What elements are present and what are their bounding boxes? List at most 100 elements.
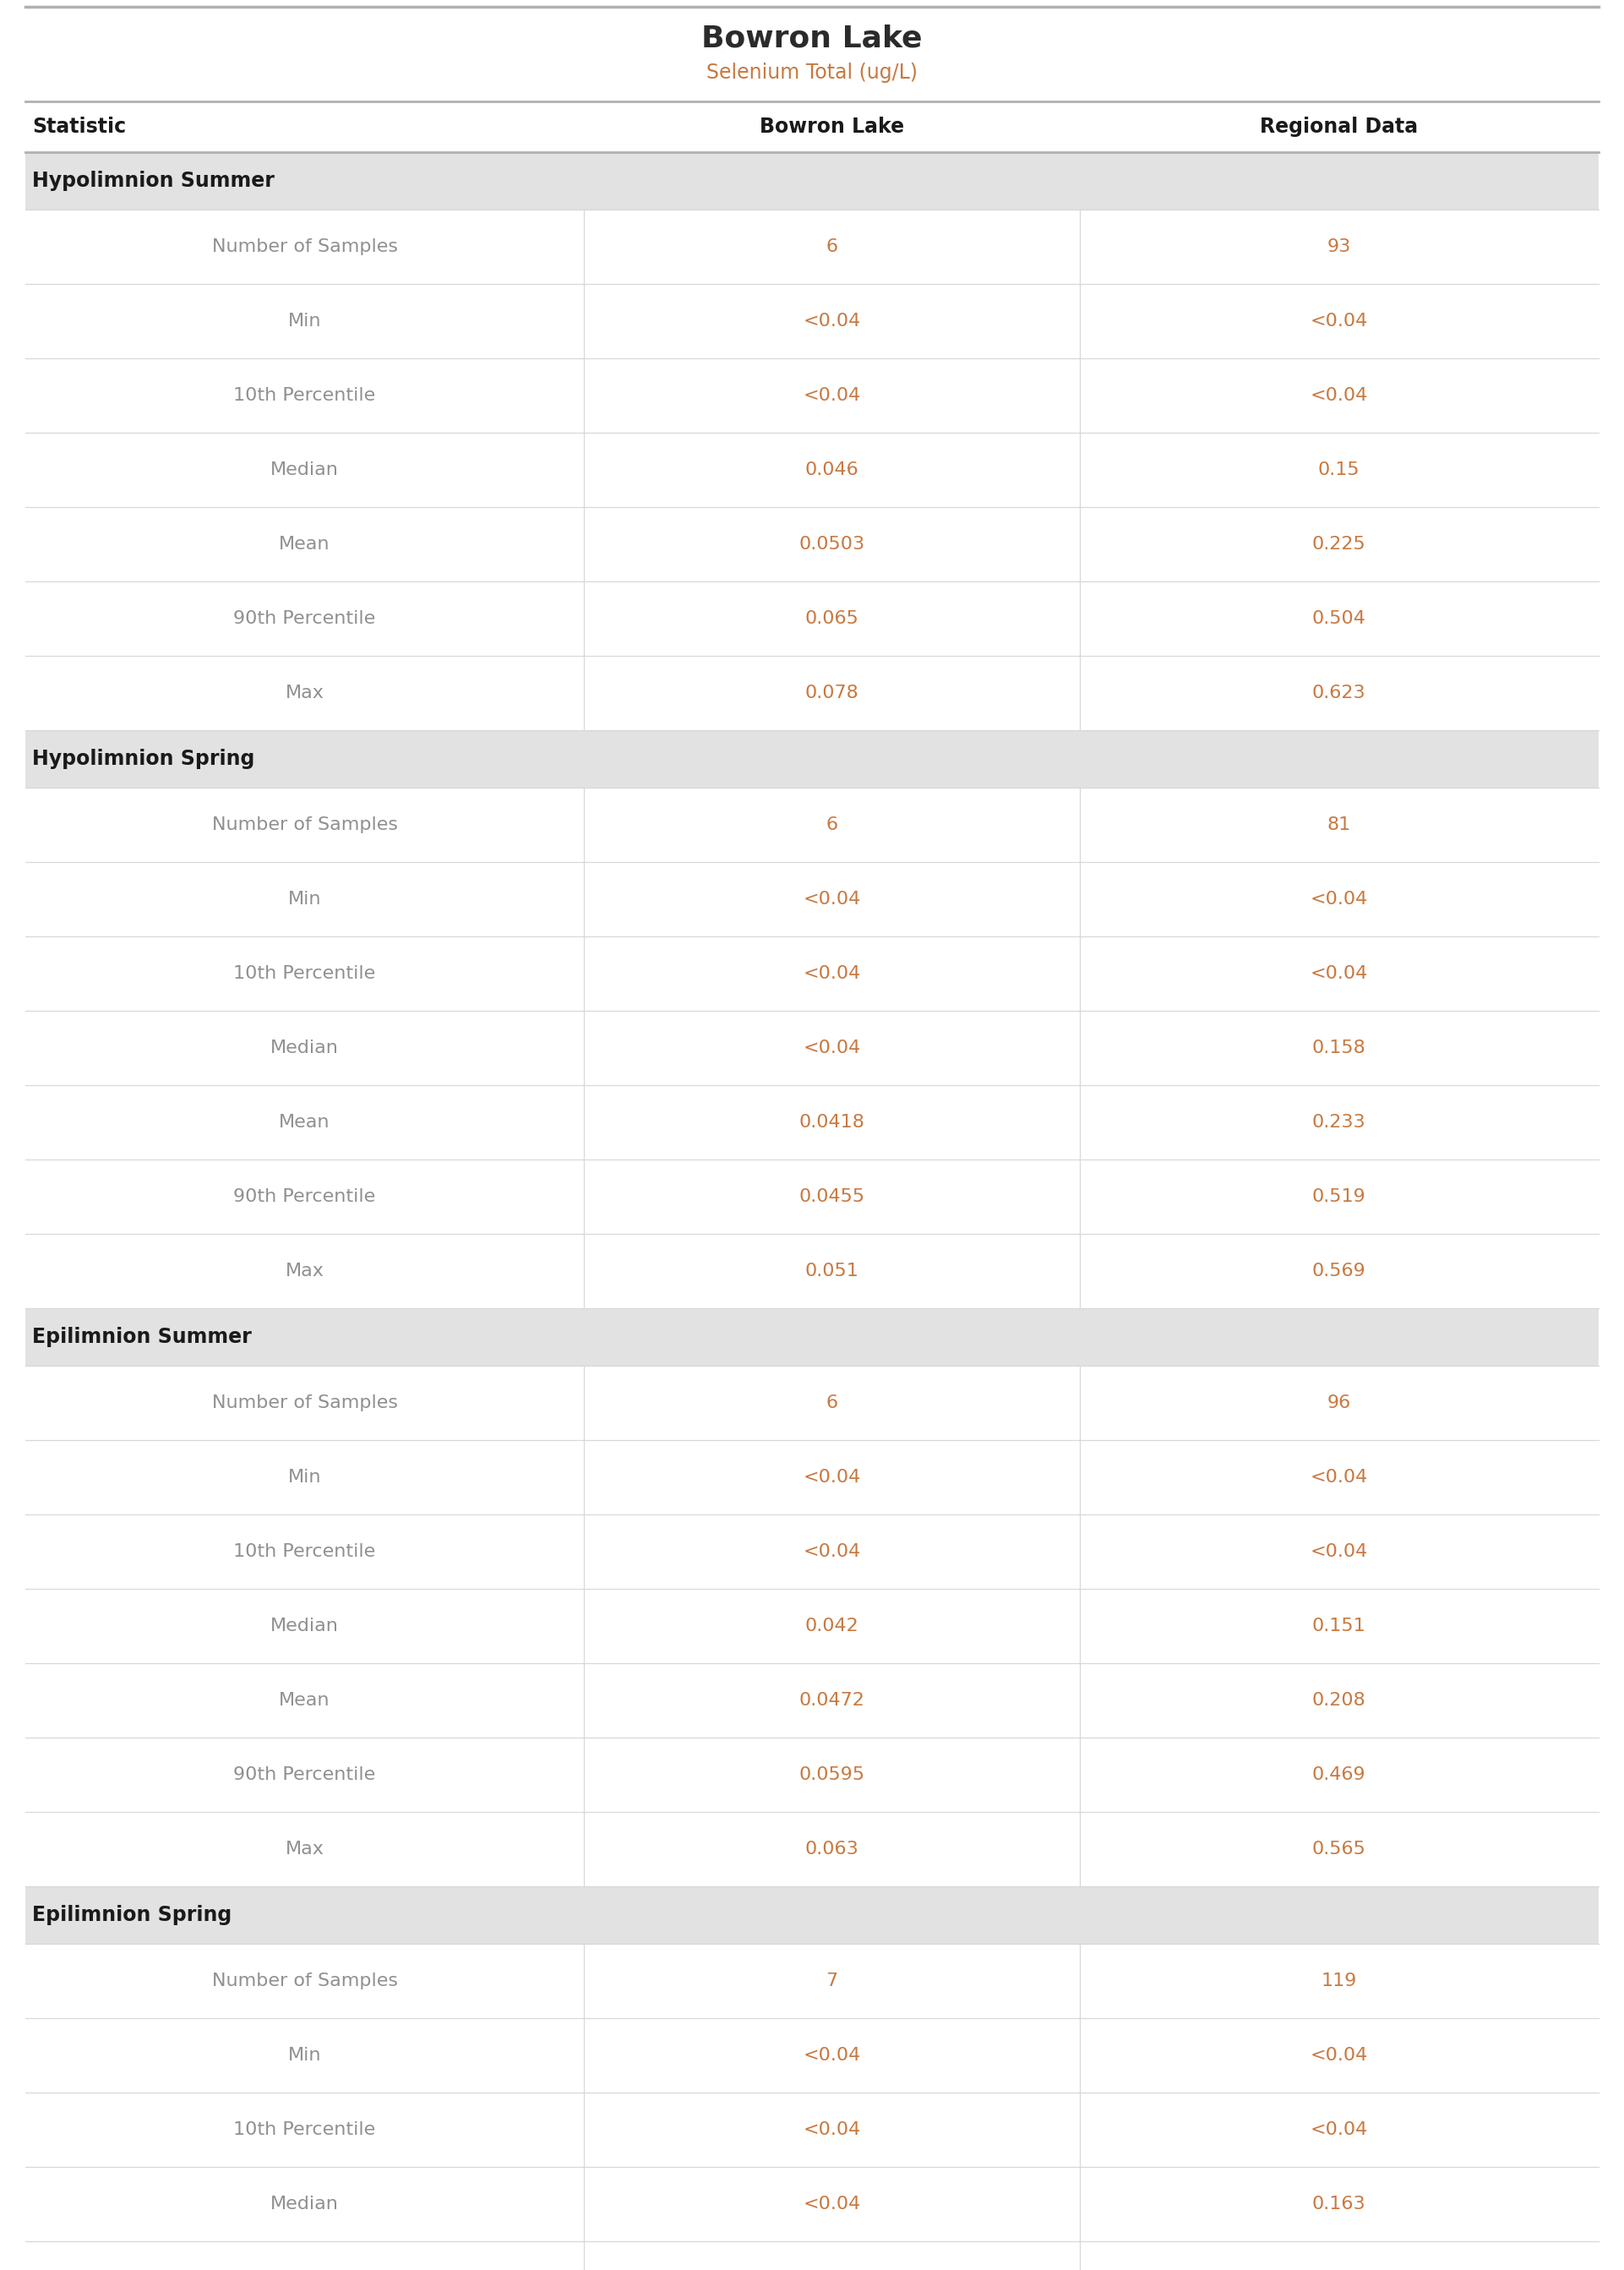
Bar (26, 2093, 1598, 2168)
Text: 0.0455: 0.0455 (799, 1187, 864, 1205)
Text: Selenium Total (ug/L): Selenium Total (ug/L) (706, 64, 918, 84)
Bar (26, 209, 1598, 284)
Text: Hypolimnion Spring: Hypolimnion Spring (32, 749, 255, 770)
Text: 119: 119 (1322, 1973, 1358, 1989)
Text: Median: Median (271, 1040, 339, 1056)
Bar (26, 731, 1598, 788)
Bar (26, 1085, 1598, 1160)
Text: Number of Samples: Number of Samples (211, 238, 398, 254)
Text: 0.623: 0.623 (1312, 686, 1366, 701)
Text: 90th Percentile: 90th Percentile (234, 611, 375, 627)
Bar (26, 1589, 1598, 1664)
Text: 93: 93 (1327, 238, 1351, 254)
Bar (26, 1439, 1598, 1514)
Text: Number of Samples: Number of Samples (211, 817, 398, 833)
Text: <0.04: <0.04 (802, 1544, 861, 1559)
Text: 0.042: 0.042 (806, 1619, 859, 1634)
Bar (26, 1514, 1598, 1589)
Bar (26, 863, 1598, 938)
Text: <0.04: <0.04 (1311, 1469, 1367, 1487)
Text: <0.04: <0.04 (802, 1040, 861, 1056)
Text: Statistic: Statistic (32, 116, 127, 136)
Text: Regional Data: Regional Data (1260, 116, 1418, 136)
Text: 0.565: 0.565 (1312, 1841, 1366, 1857)
Text: 90th Percentile: 90th Percentile (234, 1187, 375, 1205)
Bar (26, 1943, 1598, 2018)
Text: 0.225: 0.225 (1312, 536, 1366, 552)
Text: 0.163: 0.163 (1312, 2195, 1366, 2213)
Text: 0.046: 0.046 (806, 461, 859, 479)
Text: Mean: Mean (279, 1115, 330, 1130)
Text: <0.04: <0.04 (802, 890, 861, 908)
Text: <0.04: <0.04 (802, 965, 861, 983)
Bar (26, 2168, 1598, 2240)
Text: Epilimnion Summer: Epilimnion Summer (32, 1328, 252, 1346)
Text: Max: Max (286, 686, 325, 701)
Bar (26, 2018, 1598, 2093)
Text: 0.208: 0.208 (1312, 1691, 1366, 1709)
Text: 10th Percentile: 10th Percentile (234, 1544, 375, 1559)
Text: 0.519: 0.519 (1312, 1187, 1366, 1205)
Text: <0.04: <0.04 (1311, 313, 1367, 329)
Bar (26, 434, 1598, 506)
Text: Min: Min (287, 1469, 322, 1487)
Bar (26, 581, 1598, 656)
Bar (26, 1308, 1598, 1367)
Text: <0.04: <0.04 (802, 2195, 861, 2213)
Text: 10th Percentile: 10th Percentile (234, 965, 375, 983)
Text: Number of Samples: Number of Samples (211, 1394, 398, 1412)
Text: 0.15: 0.15 (1319, 461, 1359, 479)
Text: 0.051: 0.051 (804, 1262, 859, 1280)
Text: Min: Min (287, 890, 322, 908)
Text: Mean: Mean (279, 536, 330, 552)
Bar (26, 1811, 1598, 1886)
Text: 10th Percentile: 10th Percentile (234, 388, 375, 404)
Text: <0.04: <0.04 (1311, 2048, 1367, 2063)
Text: 0.469: 0.469 (1312, 1766, 1366, 1784)
Text: Min: Min (287, 2048, 322, 2063)
Text: Median: Median (271, 2195, 339, 2213)
Text: <0.04: <0.04 (802, 2120, 861, 2138)
Bar (26, 1160, 1598, 1235)
Bar (26, 1886, 1598, 1943)
Text: Epilimnion Spring: Epilimnion Spring (32, 1905, 232, 1925)
Bar (26, 1367, 1598, 1439)
Text: Number of Samples: Number of Samples (211, 1973, 398, 1989)
Text: 0.0503: 0.0503 (799, 536, 864, 552)
Bar (26, 506, 1598, 581)
Text: Max: Max (286, 1262, 325, 1280)
Text: 10th Percentile: 10th Percentile (234, 2120, 375, 2138)
Bar (26, 1235, 1598, 1308)
Bar (26, 788, 1598, 863)
Text: 6: 6 (825, 1394, 838, 1412)
Text: <0.04: <0.04 (802, 313, 861, 329)
Text: <0.04: <0.04 (1311, 890, 1367, 908)
Bar (26, 1664, 1598, 1737)
Bar (26, 656, 1598, 731)
Bar (26, 1010, 1598, 1085)
Text: 6: 6 (825, 238, 838, 254)
Bar (26, 2240, 1598, 2270)
Text: Mean: Mean (279, 1691, 330, 1709)
Text: <0.04: <0.04 (802, 1469, 861, 1487)
Text: 0.078: 0.078 (806, 686, 859, 701)
Bar (26, 284, 1598, 359)
Text: 90th Percentile: 90th Percentile (234, 1766, 375, 1784)
Text: 6: 6 (825, 817, 838, 833)
Text: Median: Median (271, 1619, 339, 1634)
Text: 7: 7 (825, 1973, 838, 1989)
Text: <0.04: <0.04 (1311, 2120, 1367, 2138)
Text: Hypolimnion Summer: Hypolimnion Summer (32, 170, 274, 191)
Text: 0.504: 0.504 (1312, 611, 1366, 627)
Text: <0.04: <0.04 (1311, 1544, 1367, 1559)
Text: <0.04: <0.04 (802, 2048, 861, 2063)
Text: 0.0472: 0.0472 (799, 1691, 864, 1709)
Text: 0.151: 0.151 (1312, 1619, 1366, 1634)
Text: 0.063: 0.063 (806, 1841, 859, 1857)
Text: Max: Max (286, 1841, 325, 1857)
Bar (26, 359, 1598, 434)
Text: 96: 96 (1327, 1394, 1351, 1412)
Text: 0.233: 0.233 (1312, 1115, 1366, 1130)
Text: 0.569: 0.569 (1312, 1262, 1366, 1280)
Bar (26, 152, 1598, 209)
